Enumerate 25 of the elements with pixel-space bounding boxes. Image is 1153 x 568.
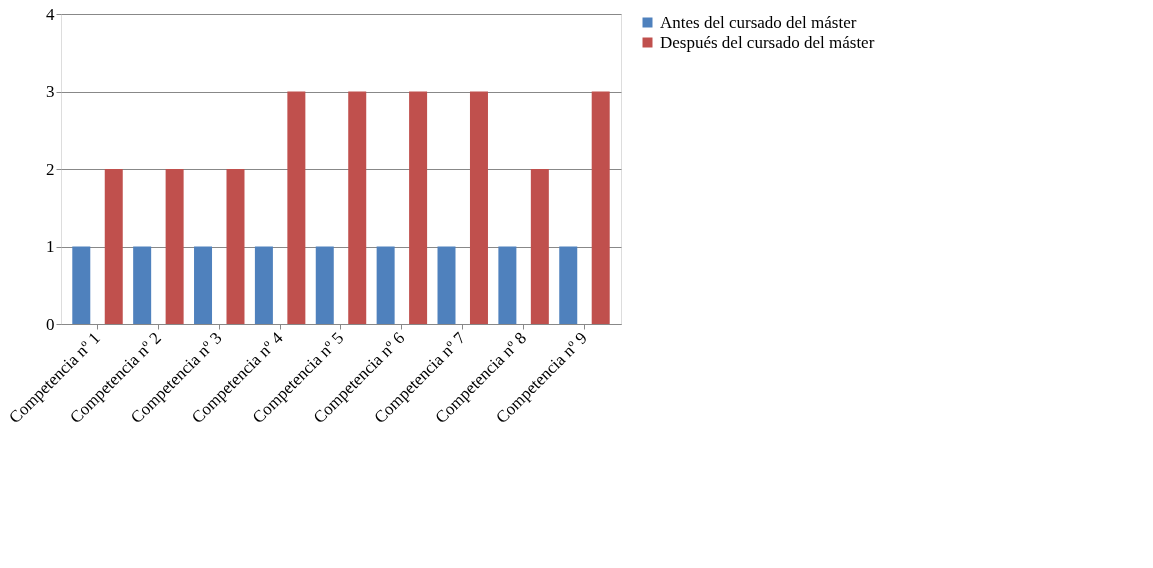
- bar: [315, 246, 334, 324]
- bar: [469, 91, 488, 324]
- bar: [194, 246, 213, 324]
- bar: [591, 91, 610, 324]
- bar: [376, 246, 395, 324]
- bar: [254, 246, 273, 324]
- bar: [165, 169, 184, 324]
- bar: [348, 91, 367, 324]
- bar: [226, 169, 245, 324]
- y-tick-label: 3: [46, 82, 55, 101]
- y-tick-label: 4: [46, 4, 55, 24]
- bar: [287, 91, 306, 324]
- y-tick-label: 2: [46, 159, 55, 179]
- bar: [498, 246, 517, 324]
- bar: [72, 246, 91, 324]
- legend-label: Antes del cursado del máster: [660, 12, 857, 32]
- bar: [530, 169, 549, 324]
- bar: [133, 246, 152, 324]
- y-tick-label: 1: [46, 237, 55, 256]
- y-tick-label: 0: [46, 314, 55, 334]
- legend-label: Después del cursado del máster: [660, 32, 875, 52]
- bar: [409, 91, 428, 324]
- bar: [104, 169, 123, 324]
- bar: [437, 246, 456, 324]
- bar: [559, 246, 578, 324]
